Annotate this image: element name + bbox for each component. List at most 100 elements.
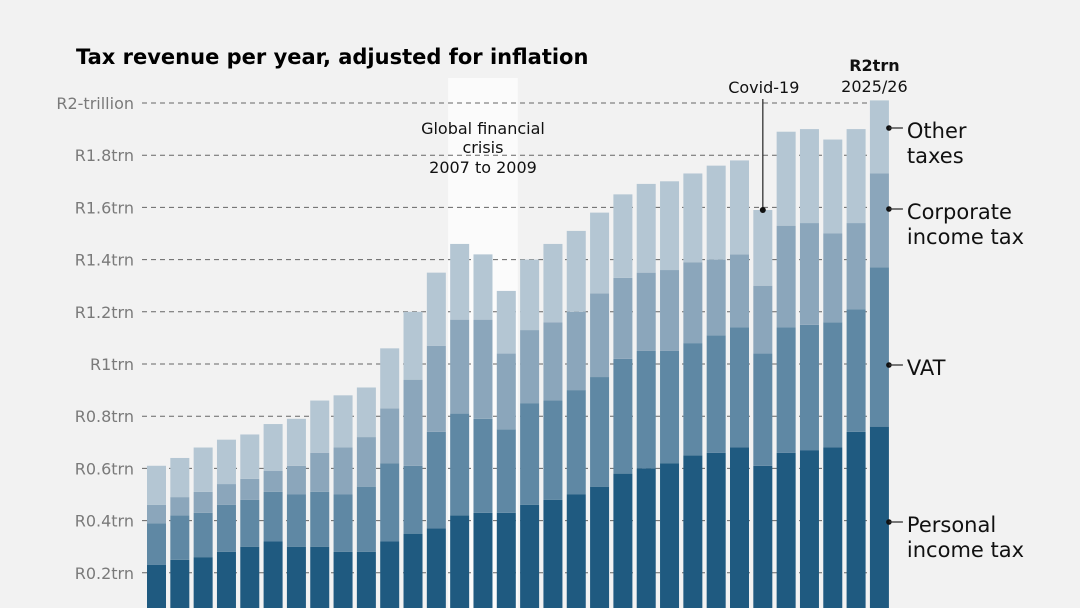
bar-segment-personal-income-tax: [147, 564, 166, 608]
bar-segment-corporate-income-tax: [846, 223, 866, 310]
bar-segment-corporate-income-tax: [683, 262, 703, 344]
bar-segment-corporate-income-tax: [170, 497, 190, 516]
bar-segment-other-taxes: [147, 465, 166, 505]
latest-period-label: 2025/26: [841, 77, 907, 96]
bar-segment-corporate-income-tax: [356, 437, 376, 487]
bar-segment-personal-income-tax: [660, 463, 680, 608]
bar-11: [380, 348, 400, 608]
bar-segment-other-taxes: [310, 400, 330, 453]
bar-segment-other-taxes: [753, 210, 773, 286]
bar-segment-other-taxes: [543, 243, 563, 323]
bar-segment-personal-income-tax: [263, 541, 283, 608]
bar-segment-vat: [776, 327, 796, 453]
bar-segment-personal-income-tax: [450, 515, 470, 608]
bar-segment-personal-income-tax: [426, 528, 446, 608]
bar-segment-other-taxes: [730, 160, 749, 255]
bar-segment-vat: [333, 494, 353, 552]
bar-segment-corporate-income-tax: [333, 447, 353, 495]
bar-segment-other-taxes: [403, 311, 423, 380]
bar-5: [240, 434, 260, 608]
bar-segment-corporate-income-tax: [660, 270, 680, 351]
bar-segment-other-taxes: [193, 447, 213, 492]
bar-segment-corporate-income-tax: [286, 465, 306, 495]
bar-13: [426, 272, 446, 608]
bar-25: [706, 165, 726, 608]
legend-label-line2: income tax: [907, 225, 1024, 249]
bar-6: [263, 424, 283, 608]
bar-segment-other-taxes: [566, 230, 586, 312]
bar-segment-other-taxes: [590, 212, 610, 294]
bar-segment-vat: [543, 400, 563, 500]
legend-label-line1: Personal: [907, 513, 996, 537]
bar-segment-corporate-income-tax: [543, 322, 563, 401]
bar-segment-vat: [403, 465, 423, 534]
bar-segment-other-taxes: [660, 181, 680, 271]
bar-segment-vat: [147, 523, 166, 565]
bar-segment-vat: [473, 418, 493, 513]
bar-segment-vat: [753, 353, 773, 466]
y-tick-label: R0.2trn: [75, 564, 134, 583]
gfc-label-line1: Global financial: [421, 119, 545, 138]
legend-label-line1: Other: [907, 119, 967, 143]
bar-10: [356, 387, 376, 608]
bar-segment-personal-income-tax: [776, 452, 796, 608]
bar-segment-vat: [193, 512, 213, 558]
bar-17: [520, 259, 540, 608]
bar-4: [216, 439, 236, 608]
bar-segment-personal-income-tax: [823, 447, 843, 608]
gfc-label-line3: 2007 to 2009: [429, 158, 537, 177]
bar-segment-other-taxes: [706, 165, 726, 260]
covid-label: Covid-19: [728, 78, 799, 97]
bar-segment-corporate-income-tax: [240, 478, 260, 500]
bar-segment-corporate-income-tax: [566, 311, 586, 391]
bar-segment-vat: [590, 377, 610, 487]
bar-segment-personal-income-tax: [706, 452, 726, 608]
y-tick-label: R0.6trn: [75, 459, 134, 478]
bar-23: [660, 181, 680, 608]
bar-segment-corporate-income-tax: [310, 452, 330, 492]
bar-segment-vat: [706, 335, 726, 453]
bar-segment-corporate-income-tax: [869, 173, 889, 268]
bars: [147, 100, 889, 608]
bar-segment-corporate-income-tax: [496, 353, 516, 430]
bar-segment-other-taxes: [450, 243, 470, 320]
bar-18: [543, 243, 563, 608]
legend-label-line1: VAT: [907, 356, 946, 380]
legend-label-line1: Corporate: [907, 200, 1012, 224]
latest-value-label: R2trn: [849, 56, 899, 75]
bar-segment-vat: [613, 358, 633, 474]
bar-segment-corporate-income-tax: [147, 504, 166, 524]
bar-7: [286, 418, 306, 608]
bar-segment-vat: [823, 322, 843, 448]
bar-segment-corporate-income-tax: [776, 225, 796, 328]
bar-segment-vat: [450, 413, 470, 516]
bar-segment-corporate-income-tax: [403, 379, 423, 466]
bar-segment-other-taxes: [496, 290, 516, 354]
bar-segment-other-taxes: [613, 194, 633, 278]
bar-15: [473, 254, 493, 608]
bar-segment-personal-income-tax: [730, 447, 749, 608]
bar-segment-corporate-income-tax: [426, 345, 446, 432]
bar-segment-vat: [846, 309, 866, 432]
bar-segment-corporate-income-tax: [613, 277, 633, 359]
y-tick-label: R1.8trn: [75, 146, 134, 165]
bar-31: [846, 129, 866, 608]
bar-segment-vat: [356, 486, 376, 552]
bar-3: [193, 447, 213, 608]
bar-segment-personal-income-tax: [753, 465, 773, 608]
bar-segment-vat: [170, 515, 190, 560]
bar-segment-other-taxes: [776, 131, 796, 226]
bar-segment-personal-income-tax: [869, 426, 889, 608]
bar-segment-corporate-income-tax: [590, 293, 610, 378]
bar-segment-other-taxes: [683, 173, 703, 263]
legend-label-line2: income tax: [907, 538, 1024, 562]
bar-segment-vat: [730, 327, 749, 448]
bar-segment-personal-income-tax: [473, 512, 493, 608]
bar-segment-personal-income-tax: [520, 504, 540, 608]
bar-segment-corporate-income-tax: [216, 484, 236, 505]
bar-segment-personal-income-tax: [380, 541, 400, 608]
bar-segment-vat: [683, 343, 703, 456]
bar-segment-personal-income-tax: [496, 512, 516, 608]
y-axis-ticks: R0.2trn R0.4trn R0.6trn R0.8trn R1trn R1.2trn…: [56, 94, 134, 583]
